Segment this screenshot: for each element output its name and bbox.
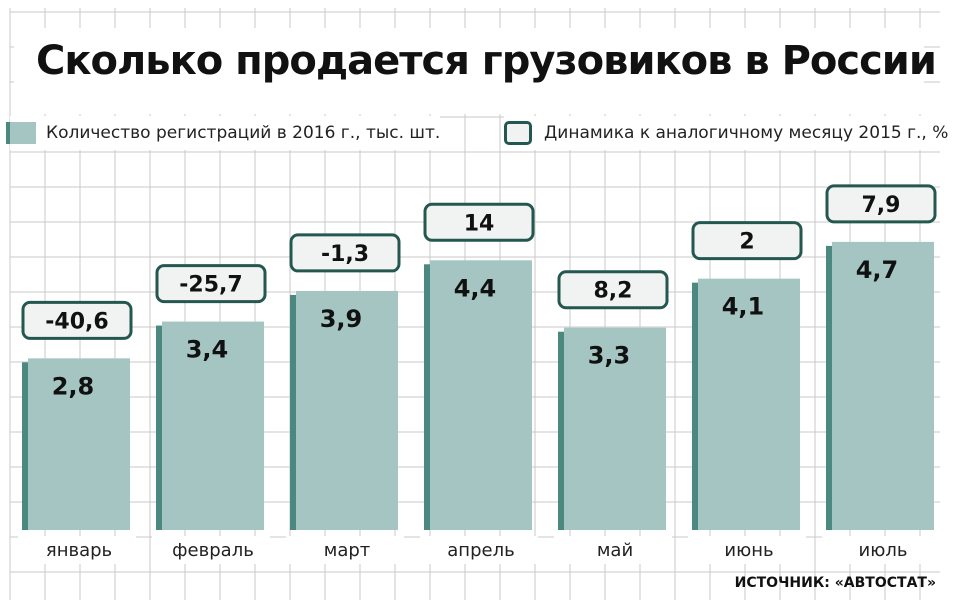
chart-title: Сколько продается грузовиков в России bbox=[36, 38, 937, 84]
bar-side bbox=[290, 294, 296, 530]
category-label-bg bbox=[286, 536, 404, 564]
category-label-bg bbox=[688, 536, 806, 564]
bar-value-label: 3,4 bbox=[186, 336, 229, 364]
bar-side bbox=[156, 325, 162, 530]
bar-side bbox=[692, 282, 698, 530]
dynamics-value-label: 8,2 bbox=[594, 279, 633, 304]
category-label: май bbox=[597, 540, 633, 561]
bar bbox=[832, 241, 934, 530]
category-label-bg bbox=[18, 536, 136, 564]
dynamics-box bbox=[289, 233, 401, 273]
bar bbox=[564, 327, 666, 530]
title-panel: Сколько продается грузовиков в России bbox=[14, 28, 937, 114]
category-label: июнь bbox=[724, 540, 773, 561]
bar-side bbox=[424, 264, 430, 530]
dynamics-box bbox=[825, 184, 937, 224]
legend-swatch-box bbox=[504, 121, 532, 145]
bar-side bbox=[826, 245, 832, 530]
dynamics-value-label: 7,9 bbox=[862, 193, 901, 218]
bar bbox=[28, 358, 130, 530]
dynamics-box bbox=[423, 202, 535, 242]
bars bbox=[22, 241, 934, 530]
labels: 2,8 -40,6 январь 3,4 -25,7 февраль 3,9 -1,3 март… bbox=[18, 184, 940, 564]
dynamics-value-label: 14 bbox=[464, 211, 495, 236]
legend-item-registrations: Количество регистраций в 2016 г., тыс. ш… bbox=[10, 116, 441, 150]
dynamics-value-label: -40,6 bbox=[45, 309, 108, 334]
bar bbox=[698, 278, 800, 530]
bar-value-label: 4,4 bbox=[454, 274, 497, 302]
bar bbox=[162, 321, 264, 530]
bar bbox=[296, 290, 398, 530]
bar-side bbox=[22, 362, 28, 530]
bar-value-label: 4,1 bbox=[722, 293, 765, 321]
dynamics-box bbox=[557, 270, 669, 310]
source-note: ИСТОЧНИК: «АВТОСТАТ» bbox=[734, 575, 936, 591]
dynamics-value-label: -25,7 bbox=[179, 273, 242, 298]
category-label-bg bbox=[152, 536, 270, 564]
bar-side bbox=[558, 331, 564, 530]
bar-value-label: 4,7 bbox=[856, 256, 899, 284]
category-label: январь bbox=[46, 540, 112, 561]
dynamics-value-label: -1,3 bbox=[321, 242, 369, 267]
dynamics-box bbox=[691, 221, 803, 261]
dynamics-box bbox=[21, 300, 133, 340]
category-label: апрель bbox=[447, 540, 514, 561]
bar-value-label: 3,3 bbox=[588, 342, 631, 370]
category-label: февраль bbox=[172, 540, 254, 561]
category-label-bg bbox=[420, 536, 538, 564]
legend-swatch-bar bbox=[10, 122, 36, 144]
legend-label-registrations: Количество регистраций в 2016 г., тыс. ш… bbox=[46, 123, 441, 143]
dynamics-box bbox=[155, 264, 267, 304]
category-label: июль bbox=[859, 540, 908, 561]
bar bbox=[430, 260, 532, 530]
legend-item-dynamics: Динамика к аналогичному месяцу 2015 г., … bbox=[504, 116, 949, 150]
category-label-bg bbox=[822, 536, 940, 564]
bar-value-label: 3,9 bbox=[320, 305, 363, 333]
legend-label-dynamics: Динамика к аналогичному месяцу 2015 г., … bbox=[544, 123, 949, 143]
category-label-bg bbox=[554, 536, 672, 564]
bar-value-label: 2,8 bbox=[52, 372, 95, 400]
dynamics-value-label: 2 bbox=[739, 230, 754, 255]
category-label: март bbox=[324, 540, 371, 561]
